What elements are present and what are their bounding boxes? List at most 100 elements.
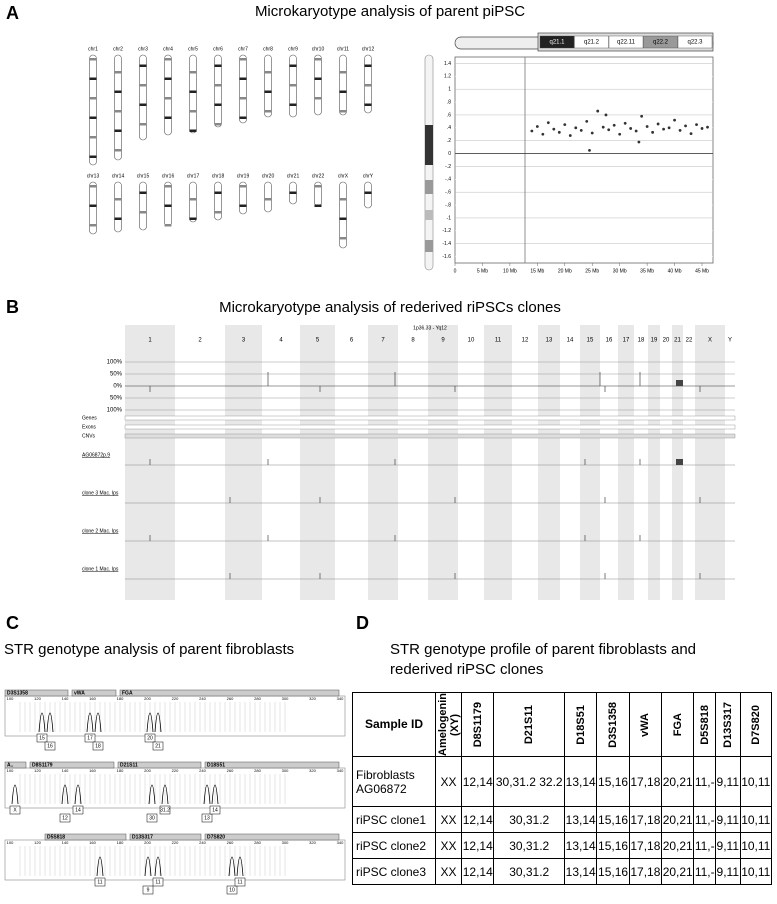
marker-bar bbox=[129, 833, 202, 841]
chromosome-label: chr12 bbox=[362, 46, 375, 52]
y-tick-label: 1 bbox=[448, 87, 451, 93]
chromosome-band bbox=[289, 84, 297, 87]
y-tick-label: .4 bbox=[447, 125, 451, 131]
data-point bbox=[656, 122, 660, 126]
allele-box bbox=[144, 733, 156, 743]
chromosome-label: chr1 bbox=[88, 46, 98, 52]
sample-label: clone 1 Mac. Ips bbox=[82, 566, 119, 572]
chromosome-label: chr21 bbox=[287, 173, 300, 179]
x-tick-label: 260 bbox=[227, 696, 234, 701]
data-point bbox=[651, 130, 655, 134]
x-tick-label: 240 bbox=[199, 696, 206, 701]
data-point bbox=[590, 131, 594, 135]
cell: 13,14 bbox=[564, 755, 598, 808]
chromosome-band-shading bbox=[648, 325, 660, 600]
allele-box bbox=[234, 877, 246, 887]
chromosome-band bbox=[339, 90, 347, 93]
data-point bbox=[574, 126, 578, 130]
cell: 10,11 bbox=[739, 858, 773, 885]
allele-label: 21 bbox=[155, 743, 161, 749]
cell: 9,11 bbox=[715, 832, 741, 860]
x-tick-label: 20 Mb bbox=[558, 268, 572, 274]
scale-label: 50% bbox=[110, 396, 123, 402]
peak bbox=[228, 856, 236, 877]
data-point bbox=[563, 123, 567, 126]
allele-box bbox=[36, 733, 48, 743]
marker-label: D3S1358 bbox=[7, 690, 28, 696]
allele-label: 11 bbox=[97, 879, 102, 885]
data-point bbox=[662, 127, 665, 131]
chromosome-ideogram bbox=[139, 181, 147, 231]
x-tick-label: 220 bbox=[172, 768, 179, 773]
header-text: D7S820 bbox=[749, 704, 762, 745]
allele-box bbox=[9, 805, 21, 815]
chromosome-band bbox=[364, 103, 372, 106]
y-tick-label: -1.6 bbox=[442, 254, 451, 260]
chromosome-label: chrX bbox=[338, 173, 349, 179]
chromosome-label: chr3 bbox=[138, 46, 148, 52]
header-cell: D13S317 bbox=[715, 692, 741, 757]
data-point bbox=[552, 127, 556, 131]
panel-letter: B bbox=[6, 297, 19, 317]
data-point bbox=[596, 109, 600, 113]
x-tick-label: 180 bbox=[117, 768, 124, 773]
header-cell: D7S820 bbox=[739, 692, 773, 757]
chromosome-label: chr11 bbox=[337, 46, 349, 52]
header-text: Amelogenin (XY) bbox=[436, 693, 461, 756]
cell: 11,- bbox=[693, 806, 717, 834]
header-text: D8S1179 bbox=[471, 701, 484, 748]
chromosome-label: chr20 bbox=[262, 173, 275, 179]
marker-label: D13S317 bbox=[132, 834, 153, 840]
chromosome-band bbox=[89, 97, 97, 100]
cell: 11,- bbox=[693, 755, 717, 808]
header-text: D21S11 bbox=[523, 704, 536, 745]
chromosome-number: X bbox=[708, 338, 712, 344]
chromosome-band bbox=[89, 58, 97, 61]
allele-box bbox=[209, 805, 221, 815]
peak bbox=[38, 712, 46, 733]
y-tick-label: -1 bbox=[447, 215, 452, 221]
band-label: q22.2 bbox=[653, 40, 669, 46]
band-label: q22.11 bbox=[617, 40, 636, 46]
chromosome-band bbox=[214, 191, 222, 194]
chromosome-band bbox=[339, 71, 347, 74]
x-tick-label: 140 bbox=[62, 696, 69, 701]
cell: 15,16 bbox=[596, 858, 630, 885]
scale-label: 100% bbox=[107, 408, 123, 414]
chromosome-band bbox=[264, 110, 272, 113]
sample-label: clone 2 Mac. Ips bbox=[82, 528, 119, 534]
data-point bbox=[579, 128, 583, 132]
header-cell: D21S11 bbox=[493, 692, 566, 757]
chromosome-number: 18 bbox=[638, 338, 645, 344]
chromosome-band bbox=[164, 185, 172, 188]
chromosome-band bbox=[314, 77, 322, 80]
cell: 17,18 bbox=[628, 755, 663, 808]
data-point bbox=[557, 130, 561, 134]
data-point bbox=[541, 132, 545, 136]
y-tick-label: 1.4 bbox=[444, 61, 451, 67]
marker-label: D18S51 bbox=[207, 762, 225, 768]
chromosome-band bbox=[339, 110, 347, 113]
peak bbox=[211, 784, 219, 805]
chromosome-band bbox=[314, 185, 322, 188]
chromosome-ideogram bbox=[364, 181, 372, 209]
chromosome-label: chr16 bbox=[162, 173, 175, 179]
data-point bbox=[695, 123, 698, 126]
allele-box bbox=[59, 813, 71, 823]
header-cell: D5S818 bbox=[693, 692, 717, 757]
chromosome-number: 14 bbox=[567, 338, 574, 344]
data-point bbox=[601, 125, 605, 129]
peak bbox=[144, 856, 152, 877]
chromosome-ideogram bbox=[214, 181, 222, 221]
marker-label: D8S1179 bbox=[32, 762, 53, 768]
marker-bar bbox=[4, 689, 69, 697]
region-label: 1p36.33 - Yq12 bbox=[413, 325, 447, 331]
allele-label: 10 bbox=[229, 887, 235, 893]
header-cell: D18S51 bbox=[564, 692, 598, 757]
header-text: FGA bbox=[671, 712, 684, 737]
cell: 11,- bbox=[693, 858, 717, 885]
marker-bar bbox=[204, 833, 340, 841]
header-text: D5S818 bbox=[698, 704, 711, 745]
cell: riPSC clone3 bbox=[352, 858, 436, 885]
chromosome-band bbox=[89, 204, 97, 207]
